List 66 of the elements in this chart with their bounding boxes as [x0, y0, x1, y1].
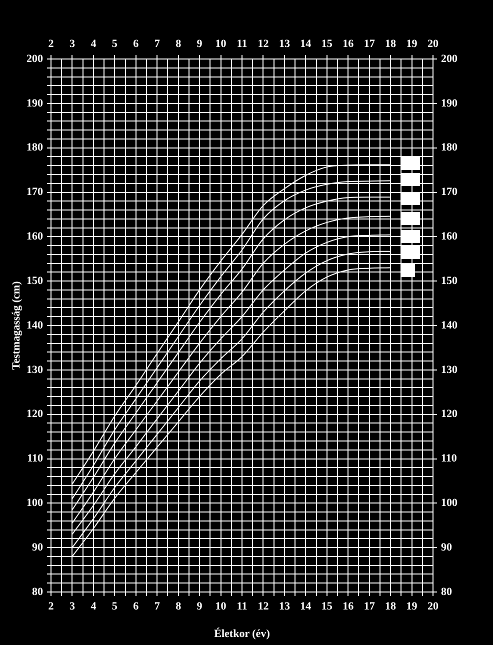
x2-tick-label: 13	[278, 38, 290, 50]
x-tick-label: 10	[215, 600, 227, 612]
x2-tick-label: 6	[133, 38, 140, 50]
y2-tick-label: 190	[441, 97, 458, 110]
y-tick-label: 100	[26, 497, 44, 510]
y-tick-label: 130	[26, 364, 44, 376]
y-tick-label: 140	[26, 319, 44, 332]
x2-tick-label: 16	[342, 38, 354, 50]
y-tick-label: 170	[26, 186, 44, 198]
x-tick-label: 9	[196, 600, 203, 612]
x-tick-label: 6	[133, 600, 140, 612]
x2-tick-label: 3	[69, 38, 76, 50]
y-tick-label: 180	[26, 142, 44, 154]
y2-tick-label: 90	[441, 541, 452, 554]
x-tick-label: 8	[176, 600, 182, 612]
y2-tick-label: 180	[441, 142, 458, 154]
y2-tick-label: 80	[441, 586, 452, 598]
y2-tick-label: 140	[441, 319, 458, 332]
y-tick-label: 80	[32, 586, 44, 598]
x-tick-label: 19	[406, 600, 418, 612]
x-tick-label: 2	[48, 600, 54, 612]
x2-tick-label: 14	[300, 38, 312, 50]
x2-tick-label: 20	[428, 38, 439, 50]
x2-tick-label: 17	[364, 38, 376, 50]
x2-tick-label: 5	[112, 38, 118, 50]
x-tick-label: 7	[154, 600, 160, 612]
x-tick-label: 18	[385, 600, 397, 612]
y-tick-label: 110	[27, 452, 44, 465]
y-tick-label: 150	[26, 274, 44, 287]
x2-tick-label: 10	[215, 38, 227, 50]
x-tick-label: 15	[321, 600, 333, 612]
x2-tick-label: 9	[196, 38, 203, 50]
x-tick-label: 4	[90, 600, 97, 612]
y2-tick-label: 110	[441, 452, 458, 465]
y2-tick-label: 130	[441, 364, 458, 376]
x-tick-label: 5	[112, 600, 118, 612]
x-axis-title: Életkor (év)	[214, 627, 270, 640]
x-tick-label: 17	[364, 600, 376, 612]
x-tick-label: 12	[258, 600, 270, 612]
x2-tick-label: 11	[236, 38, 248, 50]
y-axis-title: Testmagasság (cm)	[10, 280, 22, 370]
y-tick-label: 160	[26, 230, 44, 243]
y2-tick-label: 160	[441, 230, 458, 243]
y2-tick-label: 120	[441, 408, 458, 420]
x-tick-label: 20	[428, 600, 439, 612]
y2-tick-label: 150	[441, 274, 458, 287]
x2-tick-label: 18	[385, 38, 397, 50]
y-tick-label: 90	[32, 541, 44, 554]
x2-tick-label: 8	[176, 38, 182, 50]
x2-tick-label: 7	[154, 38, 160, 50]
x-tick-label: 13	[278, 600, 290, 612]
x-tick-label: 16	[342, 600, 354, 612]
y2-tick-label: 170	[441, 186, 458, 198]
y2-tick-label: 100	[441, 497, 458, 510]
x-tick-label: 11	[236, 600, 248, 612]
x2-tick-label: 2	[48, 38, 54, 50]
y-tick-label: 200	[26, 52, 44, 65]
y2-tick-label: 200	[441, 52, 458, 65]
x2-tick-label: 4	[90, 38, 97, 50]
x-tick-label: 14	[300, 600, 312, 612]
x2-tick-label: 15	[321, 38, 333, 50]
x-tick-label: 3	[69, 600, 76, 612]
x2-tick-label: 19	[406, 38, 418, 50]
x2-tick-label: 12	[258, 38, 270, 50]
y-tick-label: 190	[26, 97, 44, 110]
y-tick-label: 120	[26, 408, 44, 420]
